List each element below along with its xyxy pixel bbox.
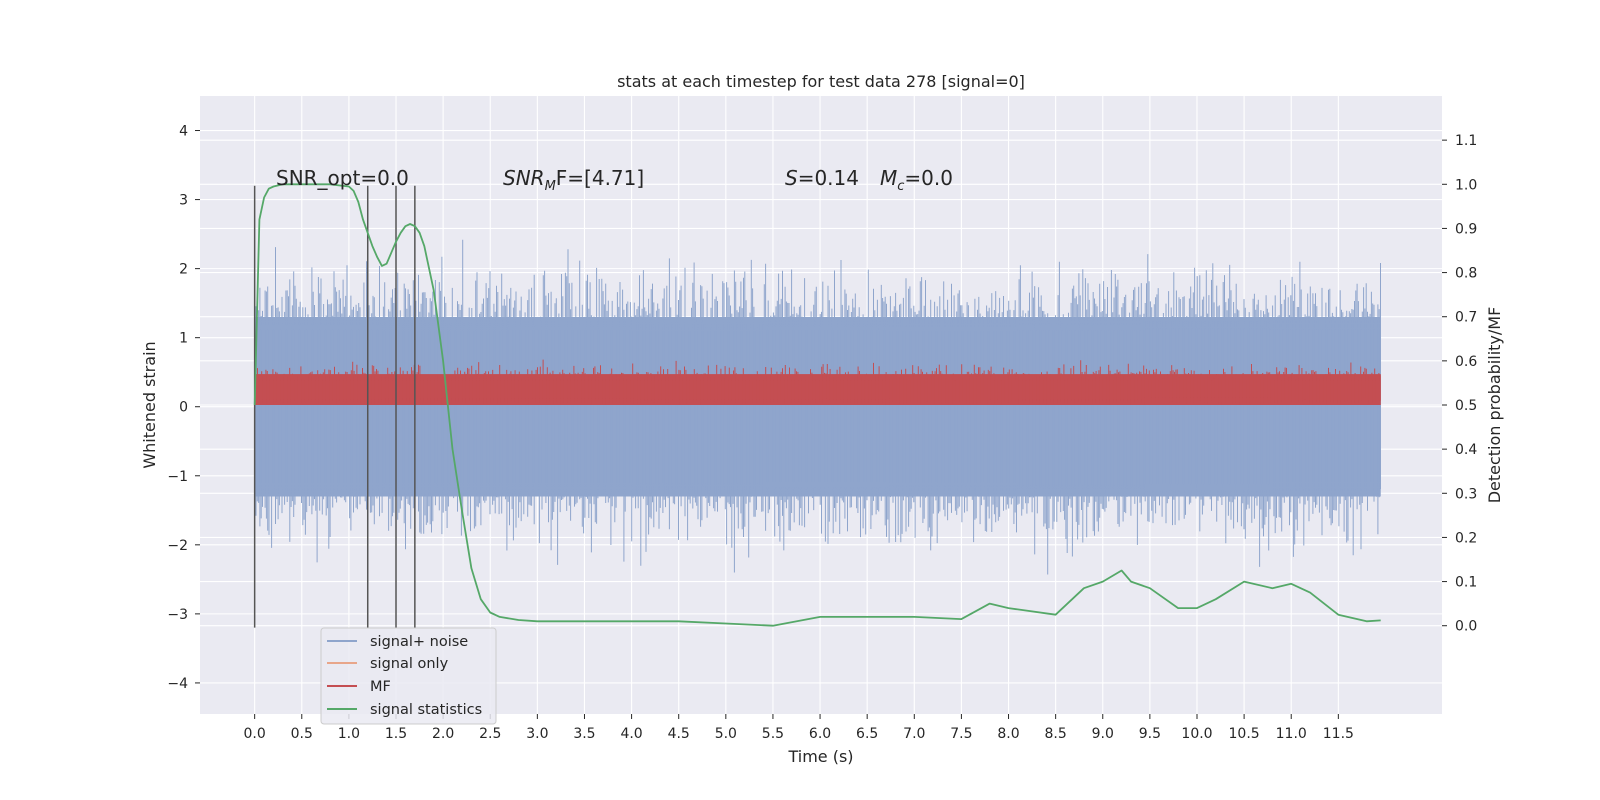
x-tick-label: 8.5 [1045, 726, 1067, 742]
y-left-tick-label: −4 [167, 676, 188, 692]
x-tick-label: 11.0 [1276, 726, 1307, 742]
chart-title: stats at each timestep for test data 278… [617, 72, 1025, 91]
x-tick-label: 3.0 [526, 726, 548, 742]
legend: signal+ noise signal only MF signal stat… [320, 627, 497, 725]
x-tick-label: 7.5 [950, 726, 972, 742]
series-mf [254, 359, 1381, 405]
x-axis-label: Time (s) [787, 747, 853, 766]
legend-box [320, 627, 497, 725]
annotation-mc: Mc=0.0 [880, 166, 953, 194]
y-right-tick-label: 1.1 [1455, 133, 1477, 149]
y-left-tick-label: 1 [179, 331, 188, 347]
y-right-tick-label: 0.4 [1455, 442, 1477, 458]
y-left-tick-label: 2 [179, 262, 188, 278]
x-tick-label: 4.0 [620, 726, 642, 742]
y-left-tick-label: −2 [167, 538, 188, 554]
series-signal-statistics [253, 183, 1381, 627]
annotation-snr-opt: SNR_opt=0.0 [276, 166, 409, 190]
y-axis-right-label: Detection probability/MF [1485, 307, 1504, 504]
series-signal-noise [254, 239, 1381, 575]
x-tick-label: 7.0 [903, 726, 925, 742]
x-tick-label: 3.5 [573, 726, 595, 742]
y-left-tick-label: −1 [167, 469, 188, 485]
y-axis-left-label: Whitened strain [140, 341, 159, 468]
annotation-snr-mf: SNRMF=[4.71] [503, 166, 644, 194]
x-tick-label: 0.5 [291, 726, 313, 742]
x-tick-label: 10.5 [1229, 726, 1260, 742]
x-tick-label: 5.5 [762, 726, 784, 742]
annotation-s: S=0.14 [785, 166, 859, 190]
y-right-tick-label: 0.9 [1455, 221, 1477, 237]
legend-label-signal-statistics: signal statistics [370, 702, 482, 718]
y-right-tick-label: 0.2 [1455, 530, 1477, 546]
y-right-tick-label: 0.1 [1455, 575, 1477, 591]
x-tick-label: 4.5 [668, 726, 690, 742]
x-tick-label: 2.0 [432, 726, 454, 742]
legend-label-mf: MF [370, 679, 391, 695]
y-right-tick-label: 0.0 [1455, 619, 1477, 635]
y-left-tick-label: 3 [179, 193, 188, 209]
y-right-tick-label: 0.7 [1455, 310, 1477, 326]
y-right-tick-label: 1.0 [1455, 177, 1477, 193]
y-left-tick-label: 4 [179, 124, 188, 140]
y-right-tick-label: 0.5 [1455, 398, 1477, 414]
x-tick-label: 9.5 [1139, 726, 1161, 742]
signal-statistics-line [253, 183, 1381, 627]
x-tick-label: 1.5 [385, 726, 407, 742]
x-tick-label: 0.0 [244, 726, 266, 742]
x-tick-label: 10.0 [1181, 726, 1212, 742]
legend-label-signal-only: signal only [370, 656, 449, 672]
y-left-tick-label: −3 [167, 607, 188, 623]
x-axis-ticks: 0.0 0.5 1.0 1.5 2.0 2.5 3.0 3.5 4.0 4.5 5.0 5.5 6.0 6… [244, 714, 1354, 742]
y-axis-right-ticks: 1.1 1.0 0.9 0.8 0.7 0.6 0.5 0.4 0.3 0.2 0.1 0.0 [1442, 133, 1477, 635]
y-right-tick-label: 0.6 [1455, 354, 1477, 370]
legend-label-signal-noise: signal+ noise [370, 634, 468, 650]
y-axis-left-ticks: 4 3 2 1 0 −1 −2 −3 −4 [167, 124, 200, 692]
x-tick-label: 11.5 [1323, 726, 1354, 742]
x-tick-label: 5.0 [715, 726, 737, 742]
y-right-tick-label: 0.3 [1455, 486, 1477, 502]
x-tick-label: 6.0 [809, 726, 831, 742]
x-tick-label: 1.0 [338, 726, 360, 742]
vertical-markers [253, 185, 416, 628]
x-tick-label: 6.5 [856, 726, 878, 742]
x-tick-label: 2.5 [479, 726, 501, 742]
y-left-tick-label: 0 [179, 400, 188, 416]
x-tick-label: 8.0 [997, 726, 1019, 742]
x-tick-label: 9.0 [1092, 726, 1114, 742]
y-right-tick-label: 0.8 [1455, 266, 1477, 282]
